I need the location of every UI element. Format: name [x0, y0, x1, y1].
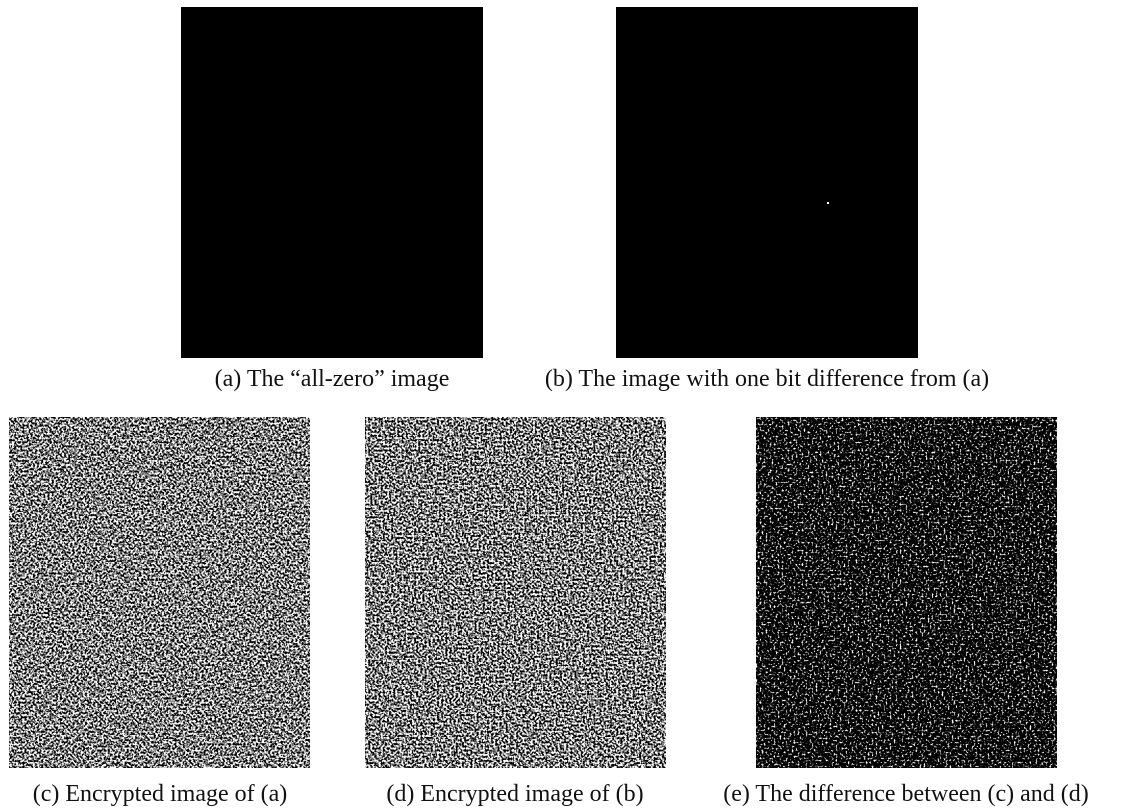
caption: (d) Encrypted image of (b) [386, 781, 643, 807]
figure: (a) The “all-zero” image (b) The image w… [0, 0, 1139, 810]
caption: (b) The image with one bit difference fr… [545, 366, 989, 392]
changed-pixel [827, 202, 829, 204]
page: (a) The “all-zero” image (b) The image w… [0, 0, 1139, 810]
encrypted-image-b [365, 417, 666, 768]
one-bit-image [616, 7, 918, 358]
difference-image [756, 417, 1057, 768]
caption: (e) The difference between (c) and (d) [723, 781, 1089, 807]
caption: (c) Encrypted image of (a) [33, 781, 288, 807]
all-zero-image [181, 7, 483, 358]
caption: (a) The “all-zero” image [215, 366, 450, 392]
encrypted-image-a [9, 417, 310, 768]
